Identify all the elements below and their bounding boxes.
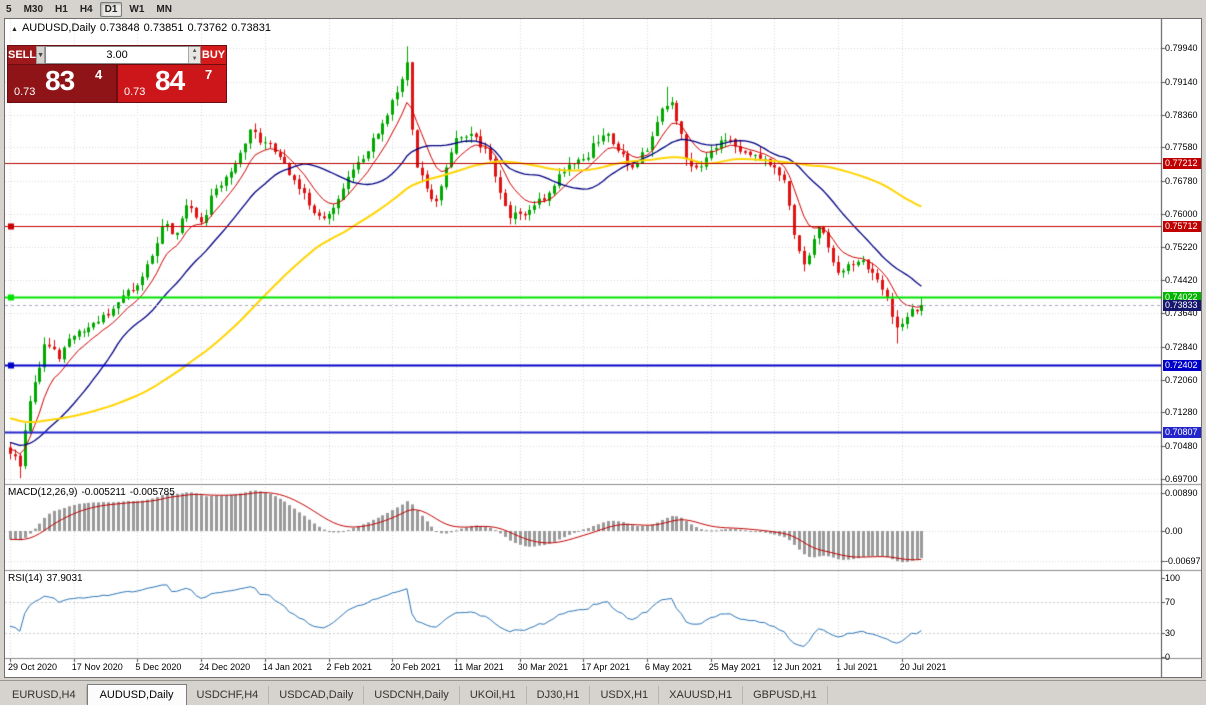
chart-tab-usdchf-h4[interactable]: USDCHF,H4 bbox=[187, 686, 270, 704]
macd-axis-label: 0.00 bbox=[1165, 526, 1183, 536]
rsi-label: RSI(14) 37.9031 bbox=[8, 573, 87, 584]
macd-axis-label: -0.00697 bbox=[1165, 555, 1201, 566]
period-button-d1[interactable]: D1 bbox=[99, 1, 123, 17]
date-axis-label: 12 Jun 2021 bbox=[772, 662, 822, 672]
hline-price-badge: 0.70807 bbox=[1163, 427, 1201, 438]
period-button-w1[interactable]: W1 bbox=[129, 3, 145, 15]
hline-price-badge: 0.72402 bbox=[1163, 360, 1201, 371]
macd-signal-value: -0.005785 bbox=[129, 487, 175, 498]
chart-tab-usdx-h1[interactable]: USDX,H1 bbox=[590, 686, 660, 704]
price-axis-label: 0.74420 bbox=[1165, 275, 1198, 286]
period-button-h1[interactable]: H1 bbox=[55, 3, 68, 15]
macd-main-value: -0.005211 bbox=[81, 487, 126, 498]
rsi-axis-label: 0 bbox=[1165, 652, 1171, 662]
date-axis-label: 17 Nov 2020 bbox=[71, 662, 123, 672]
volume-down-button[interactable]: ▼ bbox=[188, 55, 201, 63]
chart-tab-eurusd-h4[interactable]: EURUSD,H4 bbox=[2, 686, 87, 704]
chart-tab-usdcad-daily[interactable]: USDCAD,Daily bbox=[269, 686, 365, 704]
hline-price-badge: 0.74022 bbox=[1163, 292, 1201, 303]
rsi-axis-label: 100 bbox=[1165, 573, 1181, 583]
buy-price-base: 0.73 bbox=[124, 86, 146, 98]
price-axis-label: 0.69700 bbox=[1165, 474, 1198, 484]
sell-price-big-digits: 83 bbox=[45, 65, 75, 96]
date-axis-label: 30 Mar 2021 bbox=[517, 662, 569, 672]
bar-low-value: 0.73762 bbox=[187, 22, 228, 34]
date-axis-label: 11 Mar 2021 bbox=[453, 662, 504, 672]
volume-input[interactable] bbox=[46, 47, 189, 63]
macd-axis-label: 0.00890 bbox=[1165, 487, 1198, 498]
one-click-collapse-icon[interactable]: ▲ bbox=[11, 26, 18, 33]
price-axis-label: 0.76000 bbox=[1165, 208, 1198, 219]
date-axis-label: 25 May 2021 bbox=[708, 662, 761, 672]
period-button-m30[interactable]: M30 bbox=[23, 3, 44, 15]
sell-button[interactable]: SELL bbox=[8, 46, 37, 64]
price-axis-label: 0.79940 bbox=[1165, 43, 1198, 53]
volume-up-button[interactable]: ▲ bbox=[188, 47, 201, 55]
buy-price-display[interactable]: 0.73 84 7 bbox=[118, 65, 226, 102]
hline-price-badge: 0.75712 bbox=[1163, 221, 1201, 232]
timeframe-toolbar: 5 M30 H1 H4 D1 W1 MN bbox=[0, 0, 1206, 18]
chart-tab-xauusd-h1[interactable]: XAUUSD,H1 bbox=[659, 686, 744, 704]
chart-tabs-bar: EURUSD,H4 AUDUSD,Daily USDCHF,H4 USDCAD,Dai… bbox=[0, 680, 1206, 705]
date-axis-label: 5 Dec 2020 bbox=[135, 662, 182, 672]
price-axis-label: 0.75220 bbox=[1165, 241, 1198, 252]
price-axis-label: 0.70480 bbox=[1165, 441, 1198, 452]
price-axis-label: 0.72060 bbox=[1165, 374, 1198, 385]
date-axis-label: 2 Feb 2021 bbox=[326, 662, 373, 672]
price-axis-label: 0.72840 bbox=[1165, 341, 1198, 352]
price-axis-label: 0.76780 bbox=[1165, 176, 1198, 186]
chart-canvas[interactable] bbox=[5, 19, 1201, 677]
date-axis-label: 20 Jul 2021 bbox=[899, 662, 947, 672]
sell-price-base: 0.73 bbox=[14, 86, 36, 98]
price-axis-label: 0.78360 bbox=[1165, 109, 1198, 120]
buy-button[interactable]: BUY bbox=[201, 46, 226, 64]
sell-price-pip-digit: 4 bbox=[95, 67, 103, 82]
chart-tab-gbpusd-h1[interactable]: GBPUSD,H1 bbox=[743, 686, 828, 704]
period-button-5[interactable]: 5 bbox=[6, 3, 12, 15]
chart-tab-audusd-daily[interactable]: AUDUSD,Daily bbox=[86, 684, 187, 705]
symbol-label: AUDUSD,Daily bbox=[21, 22, 96, 34]
price-axis-label: 0.71280 bbox=[1165, 407, 1198, 418]
period-button-h4[interactable]: H4 bbox=[79, 3, 93, 15]
rsi-name: RSI(14) bbox=[8, 573, 43, 584]
date-axis-label: 17 Apr 2021 bbox=[581, 662, 630, 672]
macd-name: MACD(12,26,9) bbox=[8, 487, 78, 498]
rsi-axis-label: 30 bbox=[1165, 628, 1176, 639]
bar-high-value: 0.73851 bbox=[143, 22, 184, 34]
date-axis-label: 1 Jul 2021 bbox=[836, 662, 878, 672]
volume-field: ▲ ▼ bbox=[45, 46, 202, 64]
rsi-value: 37.9031 bbox=[46, 573, 83, 584]
price-axis-label: 0.77580 bbox=[1165, 142, 1198, 153]
date-axis-label: 29 Oct 2020 bbox=[8, 662, 58, 672]
chart-tab-usdcnh-daily[interactable]: USDCNH,Daily bbox=[364, 686, 460, 704]
volume-dropdown-button[interactable]: ▼ bbox=[36, 46, 46, 64]
date-axis-label: 6 May 2021 bbox=[645, 662, 693, 672]
date-axis-label: 24 Dec 2020 bbox=[199, 662, 251, 672]
period-button-mn[interactable]: MN bbox=[156, 3, 172, 15]
chart-ohlc-header: ▲ AUDUSD,Daily 0.73848 0.73851 0.73762 0.7383… bbox=[11, 22, 275, 34]
chart-tab-dj30-h1[interactable]: DJ30,H1 bbox=[527, 686, 591, 704]
price-axis-label: 0.73640 bbox=[1165, 308, 1198, 319]
macd-label: MACD(12,26,9) -0.005211 -0.005785 bbox=[8, 487, 179, 498]
chart-tab-ukoil-h1[interactable]: UKOil,H1 bbox=[460, 686, 527, 704]
current-price-badge: 0.73833 bbox=[1163, 300, 1201, 311]
buy-price-big-digits: 84 bbox=[155, 65, 185, 96]
sell-price-display[interactable]: 0.73 83 4 bbox=[8, 65, 116, 102]
date-axis-label: 14 Jan 2021 bbox=[262, 662, 313, 672]
chart-area: ▲ AUDUSD,Daily 0.73848 0.73851 0.73762 0.7383… bbox=[4, 18, 1202, 678]
rsi-axis-label: 70 bbox=[1165, 596, 1176, 607]
buy-price-pip-digit: 7 bbox=[205, 67, 213, 82]
bar-open-value: 0.73848 bbox=[99, 22, 140, 34]
hline-price-badge: 0.77212 bbox=[1163, 158, 1201, 169]
price-axis-label: 0.79140 bbox=[1165, 76, 1198, 87]
bar-close-value: 0.73831 bbox=[231, 22, 271, 34]
one-click-trading-panel: SELL ▼ ▲ ▼ BUY 0.73 83 4 0.73 84 7 bbox=[7, 45, 227, 103]
date-axis-label: 20 Feb 2021 bbox=[390, 662, 441, 672]
